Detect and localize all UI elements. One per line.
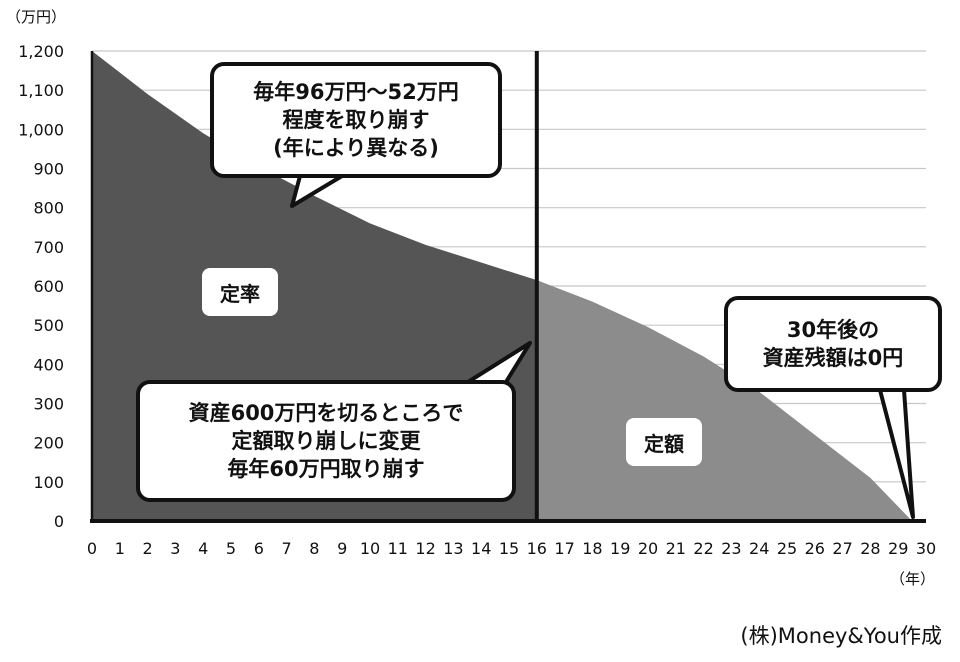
y-tick-label: 0 <box>54 512 64 531</box>
x-tick-label: 13 <box>443 539 463 558</box>
x-tick-label: 23 <box>721 539 741 558</box>
x-tick-label: 19 <box>610 539 630 558</box>
annotation-line: (年により異なる) <box>273 136 439 160</box>
annotation-line: 毎年96万円〜52万円 <box>253 80 459 104</box>
y-tick-label: 1,000 <box>18 120 64 139</box>
area-label-teiritsu: 定率 <box>202 268 278 316</box>
annotation-top: 毎年96万円〜52万円 程度を取り崩す (年により異なる) <box>210 62 502 178</box>
x-tick-label: 3 <box>170 539 180 558</box>
x-tick-label: 20 <box>638 539 658 558</box>
x-tick-label: 25 <box>777 539 797 558</box>
source-credit: (株)Money&You作成 <box>740 624 942 648</box>
y-unit-label: （万円） <box>6 8 66 26</box>
annotation-line: 資産残額は0円 <box>762 346 904 370</box>
y-tick-label: 100 <box>33 473 64 492</box>
y-tick-label: 1,200 <box>18 42 64 61</box>
x-tick-label: 16 <box>527 539 547 558</box>
x-tick-labels: 0 1 2 3 4 5 6 7 8 9 10 11 12 13 14 15 16 17 18 19 20 21 22 23 24… <box>87 539 936 558</box>
x-tick-label: 10 <box>360 539 380 558</box>
x-tick-label: 22 <box>693 539 713 558</box>
x-tick-label: 6 <box>254 539 264 558</box>
x-tick-label: 5 <box>226 539 236 558</box>
annotation-line: 程度を取り崩す <box>282 108 430 132</box>
y-tick-label: 300 <box>33 395 64 414</box>
x-tick-label: 27 <box>832 539 852 558</box>
annotation-line: 30年後の <box>786 318 880 342</box>
x-tick-label: 9 <box>337 539 347 558</box>
x-tick-label: 7 <box>282 539 292 558</box>
y-tick-label: 800 <box>33 199 64 218</box>
annotation-line: 毎年60万円取り崩す <box>227 457 425 481</box>
x-tick-label: 0 <box>87 539 97 558</box>
x-tick-label: 2 <box>143 539 153 558</box>
callout-tail <box>290 174 344 208</box>
x-tick-label: 1 <box>115 539 125 558</box>
axes <box>90 51 926 523</box>
area-label-teigaku: 定額 <box>626 418 702 466</box>
annotation-middle: 資産600万円を切るところで 定額取り崩しに変更 毎年60万円取り崩す <box>136 380 516 502</box>
x-tick-label: 26 <box>805 539 825 558</box>
y-tick-label: 500 <box>33 316 64 335</box>
x-unit-label: （年） <box>890 570 935 588</box>
x-tick-label: 11 <box>388 539 408 558</box>
x-tick-label: 4 <box>198 539 208 558</box>
x-tick-label: 24 <box>749 539 769 558</box>
y-tick-label: 1,100 <box>18 81 64 100</box>
x-tick-label: 14 <box>471 539 491 558</box>
x-tick-label: 28 <box>860 539 880 558</box>
y-tick-label: 900 <box>33 160 64 179</box>
y-tick-label: 400 <box>33 355 64 374</box>
y-tick-label: 200 <box>33 434 64 453</box>
x-tick-label: 12 <box>415 539 435 558</box>
annotation-line: 資産600万円を切るところで <box>188 401 464 425</box>
x-tick-label: 17 <box>554 539 574 558</box>
x-tick-label: 8 <box>309 539 319 558</box>
x-tick-label: 15 <box>499 539 519 558</box>
callout-pointers <box>290 174 915 519</box>
callout-tail <box>466 341 532 384</box>
x-tick-label: 29 <box>888 539 908 558</box>
y-tick-labels: 0 100 200 300 400 500 600 700 800 900 1,000 1,100 1,… <box>18 42 64 531</box>
x-tick-label: 30 <box>916 539 936 558</box>
annotation-right: 30年後の 資産残額は0円 <box>724 296 942 392</box>
callout-tail <box>878 389 915 519</box>
y-tick-label: 700 <box>33 238 64 257</box>
annotation-line: 定額取り崩しに変更 <box>231 429 421 453</box>
x-tick-label: 21 <box>666 539 686 558</box>
y-tick-label: 600 <box>33 277 64 296</box>
x-tick-label: 18 <box>582 539 602 558</box>
